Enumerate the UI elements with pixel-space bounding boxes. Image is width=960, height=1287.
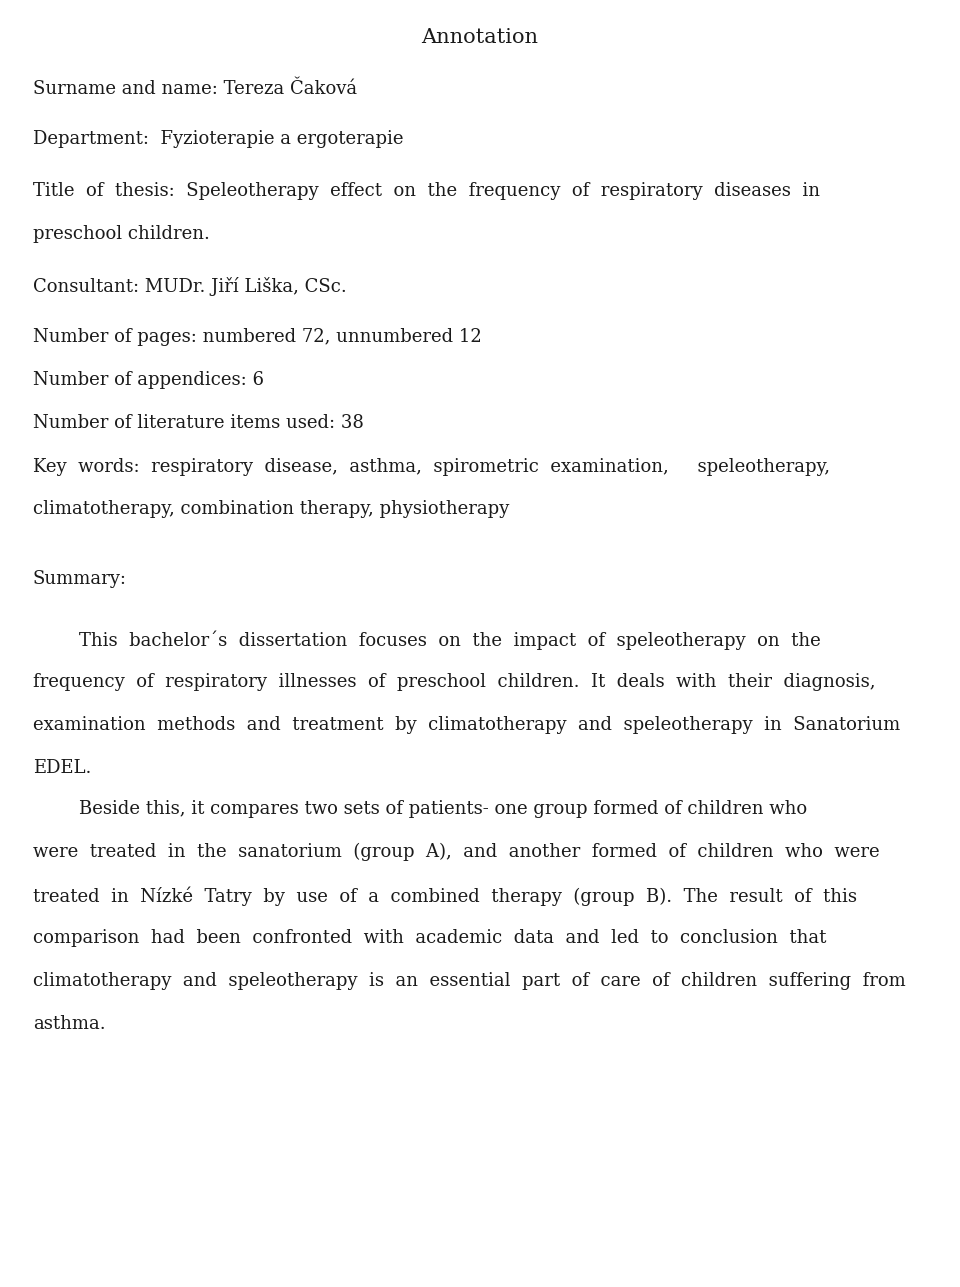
Text: Summary:: Summary:: [33, 570, 127, 588]
Text: EDEL.: EDEL.: [33, 759, 91, 777]
Text: Number of appendices: 6: Number of appendices: 6: [33, 371, 264, 389]
Text: were  treated  in  the  sanatorium  (group  A),  and  another  formed  of  child: were treated in the sanatorium (group A)…: [33, 843, 879, 861]
Text: Title  of  thesis:  Speleotherapy  effect  on  the  frequency  of  respiratory  : Title of thesis: Speleotherapy effect on…: [33, 181, 820, 199]
Text: treated  in  Nízké  Tatry  by  use  of  a  combined  therapy  (group  B).  The  : treated in Nízké Tatry by use of a combi…: [33, 885, 857, 906]
Text: preschool children.: preschool children.: [33, 225, 210, 243]
Text: Surname and name: Tereza Čaková: Surname and name: Tereza Čaková: [33, 80, 357, 98]
Text: Department:  Fyzioterapie a ergoterapie: Department: Fyzioterapie a ergoterapie: [33, 130, 403, 148]
Text: asthma.: asthma.: [33, 1015, 106, 1033]
Text: Beside this, it compares two sets of patients- one group formed of children who: Beside this, it compares two sets of pat…: [33, 801, 807, 819]
Text: comparison  had  been  confronted  with  academic  data  and  led  to  conclusio: comparison had been confronted with acad…: [33, 929, 827, 947]
Text: Annotation: Annotation: [421, 28, 539, 48]
Text: Number of pages: numbered 72, unnumbered 12: Number of pages: numbered 72, unnumbered…: [33, 328, 482, 346]
Text: climatotherapy  and  speleotherapy  is  an  essential  part  of  care  of  child: climatotherapy and speleotherapy is an e…: [33, 972, 905, 990]
Text: examination  methods  and  treatment  by  climatotherapy  and  speleotherapy  in: examination methods and treatment by cli…: [33, 716, 900, 734]
Text: This  bachelor´s  dissertation  focuses  on  the  impact  of  speleotherapy  on : This bachelor´s dissertation focuses on …: [33, 631, 821, 650]
Text: Number of literature items used: 38: Number of literature items used: 38: [33, 414, 364, 432]
Text: frequency  of  respiratory  illnesses  of  preschool  children.  It  deals  with: frequency of respiratory illnesses of pr…: [33, 673, 876, 691]
Text: Consultant: MUDr. Jiří Liška, CSc.: Consultant: MUDr. Jiří Liška, CSc.: [33, 277, 347, 296]
Text: climatotherapy, combination therapy, physiotherapy: climatotherapy, combination therapy, phy…: [33, 501, 509, 517]
Text: Key  words:  respiratory  disease,  asthma,  spirometric  examination,     spele: Key words: respiratory disease, asthma, …: [33, 458, 830, 476]
